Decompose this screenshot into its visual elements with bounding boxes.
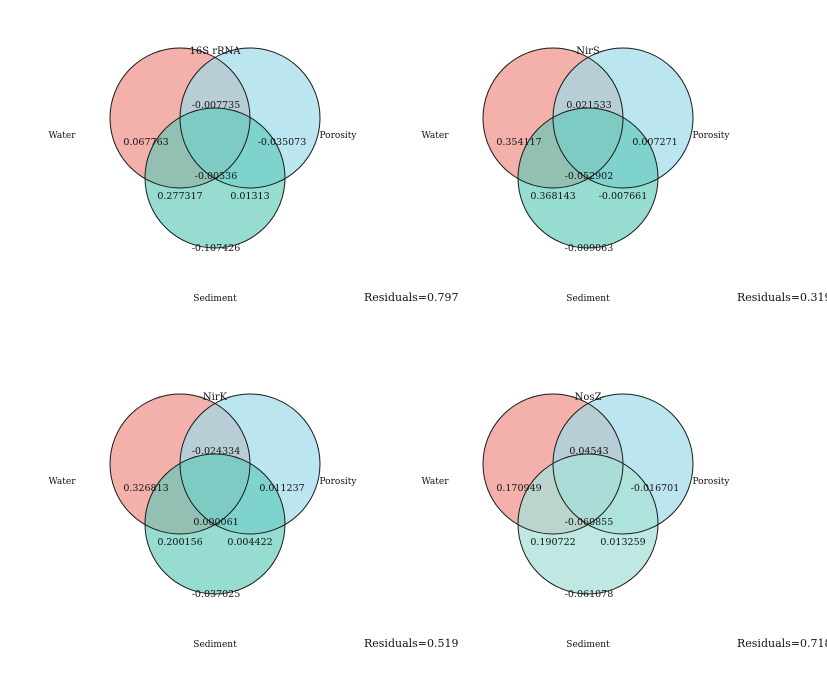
sediment-circle-outline [144, 107, 286, 249]
region-value-porosity-sediment: 0.004422 [227, 537, 272, 548]
region-value-water-porosity: 0.04543 [569, 446, 608, 457]
panel-title: 16S rRNA [189, 46, 241, 57]
region-value-porosity-sediment: 0.01313 [230, 191, 269, 202]
porosity-circle-outline [179, 47, 321, 189]
region-value-sediment-only: -0.037025 [192, 589, 241, 600]
set-label-sediment: Sediment [193, 294, 237, 304]
porosity-circle-outline [552, 47, 694, 189]
region-value-porosity-only: -0.035073 [258, 137, 307, 148]
sediment-circle-outline [517, 107, 659, 249]
sediment-circle [145, 108, 285, 248]
region-value-porosity-sediment: 0.013259 [600, 537, 645, 548]
residuals-label: Residuals=0.797 [364, 291, 459, 304]
region-value-porosity-only: 0.007271 [632, 137, 677, 148]
set-label-water: Water [48, 477, 76, 487]
region-value-water-porosity: -0.007735 [192, 100, 241, 111]
region-value-water-porosity: 0.021533 [566, 100, 611, 111]
region-value-all: -0.060855 [565, 517, 614, 528]
set-label-water: Water [421, 131, 449, 141]
region-value-water-only: 0.326813 [123, 483, 168, 494]
residuals-label: Residuals=0.319 [737, 291, 827, 304]
water-circle-outline [109, 393, 251, 535]
set-label-sediment: Sediment [566, 294, 610, 304]
residuals-label: Residuals=0.519 [364, 637, 459, 650]
set-label-porosity: Porosity [319, 477, 357, 487]
region-value-all: -0.052902 [565, 171, 614, 182]
water-circle-outline [482, 393, 624, 535]
region-value-all: -0.00536 [195, 171, 238, 182]
sediment-circle [518, 108, 658, 248]
set-label-water: Water [421, 477, 449, 487]
region-value-sediment-only: -0.107426 [192, 243, 241, 254]
set-label-porosity: Porosity [692, 131, 730, 141]
venn-panel-2: NirS Water Porosity Sediment Residuals=0.319… [421, 46, 827, 304]
region-value-water-sediment: 0.277317 [157, 191, 202, 202]
region-value-water-only: 0.354117 [496, 137, 541, 148]
sediment-circle [518, 454, 658, 594]
water-circle-outline [482, 47, 624, 189]
region-value-water-only: 0.170949 [496, 483, 541, 494]
panel-title: NirS [576, 46, 600, 57]
region-value-all: 0.000061 [193, 517, 238, 528]
region-value-water-sediment: 0.368143 [530, 191, 575, 202]
region-value-porosity-sediment: -0.007661 [599, 191, 648, 202]
sediment-circle-outline [517, 453, 659, 595]
sediment-circle-outline [144, 453, 286, 595]
region-value-water-only: 0.067763 [123, 137, 168, 148]
water-circle-outline [109, 47, 251, 189]
panel-title: NirK [203, 392, 228, 403]
venn-panel-4: NosZ Water Porosity Sediment Residuals=0.718… [421, 392, 827, 650]
sediment-circle [145, 454, 285, 594]
region-value-water-sediment: 0.190722 [530, 537, 575, 548]
set-label-sediment: Sediment [193, 640, 237, 650]
region-value-water-porosity: -0.024334 [192, 446, 241, 457]
region-value-porosity-only: -0.016701 [631, 483, 680, 494]
region-value-sediment-only: -0.061078 [565, 589, 614, 600]
set-label-porosity: Porosity [319, 131, 357, 141]
set-label-porosity: Porosity [692, 477, 730, 487]
set-label-sediment: Sediment [566, 640, 610, 650]
region-value-water-sediment: 0.200156 [157, 537, 202, 548]
region-value-sediment-only: -0.009063 [565, 243, 614, 254]
residuals-label: Residuals=0.718 [737, 637, 827, 650]
panel-title: NosZ [575, 392, 602, 403]
porosity-circle-outline [179, 393, 321, 535]
venn-panel-1: 16S rRNA Water Porosity Sediment Residuals=0… [48, 46, 458, 304]
region-value-porosity-only: 0.011237 [259, 483, 304, 494]
set-label-water: Water [48, 131, 76, 141]
porosity-circle-outline [552, 393, 694, 535]
venn-panel-3: NirK Water Porosity Sediment Residuals=0.519… [48, 392, 458, 650]
